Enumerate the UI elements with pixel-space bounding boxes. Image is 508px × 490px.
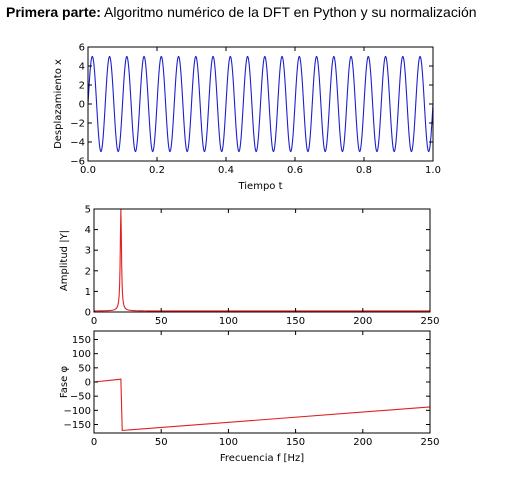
y-tick-label: 5 [85, 205, 91, 216]
x-tick-label: 100 [219, 437, 238, 448]
y-tick-label: −2 [70, 119, 85, 130]
y-tick-label: 50 [78, 363, 91, 374]
y-tick-label: 4 [85, 225, 91, 236]
x-tick-label: 250 [420, 437, 439, 448]
y-tick-label: 1 [85, 287, 91, 298]
y-tick-label: −4 [70, 138, 85, 149]
x-tick-label: 0 [91, 437, 97, 448]
chart-3: 0 50 100 150 200 250 150 100 50 0 −50 −100 −150 Frecu… [59, 330, 440, 464]
x-tick-label: 150 [286, 437, 305, 448]
plot-frame [93, 330, 431, 434]
y-tick-label: −100 [64, 406, 91, 417]
x-tick-label: 0 [91, 316, 97, 327]
y-tick-label: −150 [64, 420, 91, 431]
x-tick-label: 250 [420, 316, 439, 327]
series-line-1 [94, 378, 430, 432]
y-axis-label: Fase φ [59, 366, 70, 399]
x-tick-label: 0.2 [149, 165, 165, 176]
x-tick-label: 0.8 [356, 165, 372, 176]
y-tick-label: 100 [72, 349, 91, 360]
series-line-1 [88, 55, 433, 153]
x-tick-label: 50 [155, 437, 168, 448]
page-heading: Primera parte: Algoritmo numérico de la … [6, 4, 477, 20]
y-tick-label: 4 [79, 62, 85, 73]
x-axis-label: Tiempo t [237, 181, 282, 192]
y-tick-label: −6 [70, 157, 85, 168]
y-axis-label: Amplitud |Y| [59, 230, 70, 291]
x-tick-label: 200 [353, 437, 372, 448]
y-tick-label: 6 [79, 43, 85, 54]
x-tick-label: 150 [286, 316, 305, 327]
y-tick-label: 150 [72, 335, 91, 346]
y-tick-label: 2 [85, 266, 91, 277]
x-tick-label: 1.0 [425, 165, 441, 176]
y-tick-label: 0 [85, 378, 91, 389]
x-tick-label: 50 [155, 316, 168, 327]
y-tick-label: 2 [79, 81, 85, 92]
x-tick-label: 0.4 [218, 165, 234, 176]
y-tick-label: 0 [79, 100, 85, 111]
y-tick-label: 3 [85, 246, 91, 257]
x-tick-label: 0.6 [287, 165, 303, 176]
x-axis-label: Frecuencia f [Hz] [220, 453, 304, 464]
y-tick-label: −50 [70, 392, 91, 403]
heading-text: Algoritmo numérico de la DFT en Python y… [100, 4, 477, 20]
series-line-1 [94, 209, 430, 312]
y-axis-label: Desplazamiento x [53, 59, 64, 149]
x-tick-label: 200 [353, 316, 372, 327]
chart-2: 0 50 100 150 200 250 5 4 3 2 1 0 Amplitud |Y| [59, 205, 440, 328]
plot-frame [93, 208, 431, 313]
chart-1: 0.0 0.2 0.4 0.6 0.8 1.0 6 4 2 0 −2 −4 −6 Tiempo t Desp… [53, 43, 441, 193]
x-tick-label: 0.0 [80, 165, 96, 176]
y-tick-label: 0 [85, 308, 91, 319]
heading-bold: Primera parte: [6, 4, 101, 20]
x-tick-label: 100 [219, 316, 238, 327]
